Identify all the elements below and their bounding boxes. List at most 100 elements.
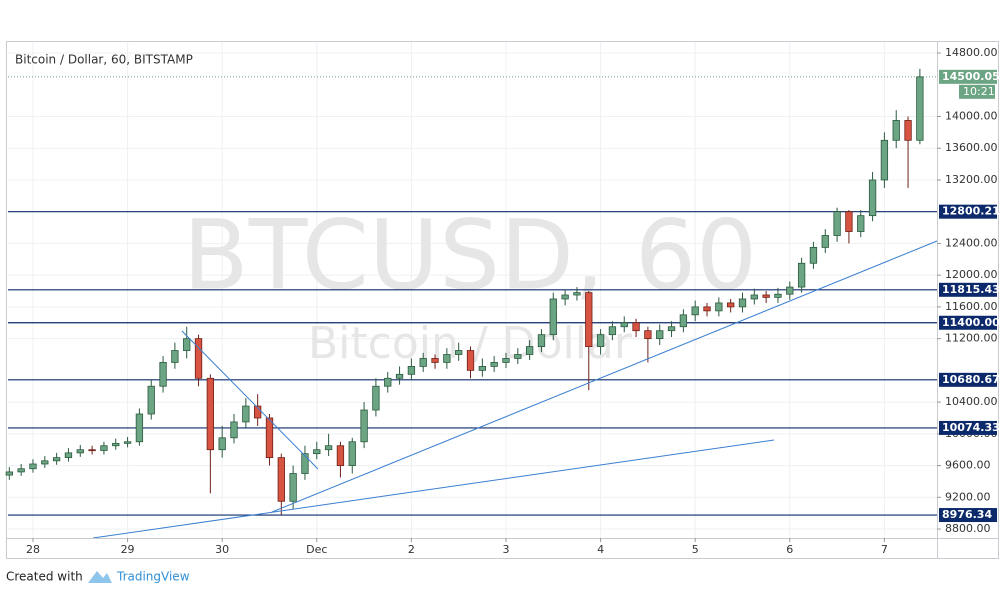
level-label-bg <box>939 420 997 435</box>
y-tick-label: 9600.00 <box>945 459 991 472</box>
trend-line <box>271 240 938 513</box>
candle-body <box>29 463 37 470</box>
x-tick-label: 4 <box>597 543 604 556</box>
candle-body <box>561 294 569 300</box>
candle-body <box>916 76 924 141</box>
candle-body <box>5 471 13 476</box>
candle-body <box>608 326 617 336</box>
candle-body <box>821 235 829 248</box>
candle-body <box>289 473 297 502</box>
candle-body <box>797 262 806 288</box>
footer-text: Created with <box>6 570 83 584</box>
candle-body <box>52 457 61 462</box>
y-tick-label: 12000.00 <box>945 268 998 281</box>
candle-body <box>277 457 285 502</box>
candle-body <box>644 330 652 340</box>
candle-body <box>313 449 321 455</box>
candle-body <box>455 350 463 355</box>
candle-body <box>17 468 25 473</box>
axes: 8800.009200.009600.0010000.0010400.00112… <box>26 46 1000 556</box>
y-tick-label: 9200.00 <box>945 490 991 503</box>
level-label: 11400.00 <box>942 316 1000 329</box>
x-tick-label: 28 <box>26 543 40 556</box>
y-tick-label: 14800.00 <box>945 46 998 59</box>
candle-body <box>206 377 215 451</box>
candle-body <box>762 294 770 298</box>
candle-body <box>549 298 557 336</box>
candle-body <box>845 211 853 232</box>
candle-body <box>64 452 73 459</box>
trend-line <box>92 439 775 539</box>
candle-body <box>691 306 699 316</box>
candle-body <box>100 445 108 451</box>
candle-body <box>490 362 498 367</box>
candle-body <box>301 453 309 474</box>
candle-body <box>466 350 475 371</box>
level-label-bg <box>939 282 997 297</box>
candle-body <box>360 409 368 443</box>
y-tick-label: 13600.00 <box>945 141 998 154</box>
candle-body <box>833 211 841 236</box>
candle-body <box>892 120 900 141</box>
level-label-bg <box>939 204 997 219</box>
candle-body <box>573 292 581 296</box>
candle-body <box>715 302 723 312</box>
candle-body <box>254 405 262 419</box>
x-tick-label: 29 <box>121 543 135 556</box>
candle-body <box>395 373 404 379</box>
candle-body <box>620 322 628 328</box>
logo-icon <box>88 571 112 583</box>
trend-line <box>181 330 319 470</box>
candle-body <box>123 441 132 444</box>
candle-body <box>336 445 345 466</box>
x-tick-label: 3 <box>502 543 509 556</box>
watermark: BTCUSD, 60 <box>183 199 757 311</box>
candle-body <box>372 385 380 411</box>
x-tick-label: 5 <box>692 543 699 556</box>
candle-body <box>809 246 818 264</box>
candle-body <box>786 286 794 295</box>
candle-body <box>147 385 155 415</box>
candle-body <box>41 460 49 465</box>
candle-body <box>868 179 877 217</box>
y-tick-label: 8800.00 <box>945 522 991 535</box>
candle-body <box>656 330 664 340</box>
last-price-label: 14500.05 <box>942 70 1000 83</box>
y-tick-label: 11200.00 <box>945 332 998 345</box>
y-tick-label: 10400.00 <box>945 395 998 408</box>
level-label-bg <box>939 508 997 523</box>
candle-body <box>880 139 889 181</box>
candle-body <box>384 377 392 387</box>
candle-body <box>324 445 333 451</box>
candle-body <box>348 441 356 466</box>
candle-body <box>88 449 96 452</box>
countdown-label: 10:21 <box>963 85 995 98</box>
candle-body <box>679 314 688 328</box>
candle-body <box>135 413 144 443</box>
candles <box>5 68 924 515</box>
candle-body <box>585 292 593 347</box>
candle-body <box>478 365 486 371</box>
y-tick-label: 11600.00 <box>945 300 998 313</box>
top-bar <box>0 0 1002 40</box>
candle-body <box>76 449 84 454</box>
candle-body <box>596 334 605 347</box>
candle-body <box>112 442 120 447</box>
candle-body <box>667 326 676 332</box>
chart-title: Bitcoin / Dollar, 60, BITSTAMP <box>15 53 193 67</box>
candle-body <box>904 120 912 141</box>
level-label: 10680.67 <box>942 373 1000 386</box>
candle-body <box>750 294 758 300</box>
trend-lines <box>92 240 938 539</box>
candle-body <box>407 365 416 375</box>
candle-body <box>230 421 238 439</box>
footer-brand[interactable]: TradingView <box>116 570 190 584</box>
candle-body <box>525 346 534 355</box>
candle-body <box>443 354 451 363</box>
candle-body <box>242 405 250 423</box>
candle-body <box>727 302 735 308</box>
x-tick-label: 7 <box>881 543 888 556</box>
candle-body <box>632 322 640 332</box>
